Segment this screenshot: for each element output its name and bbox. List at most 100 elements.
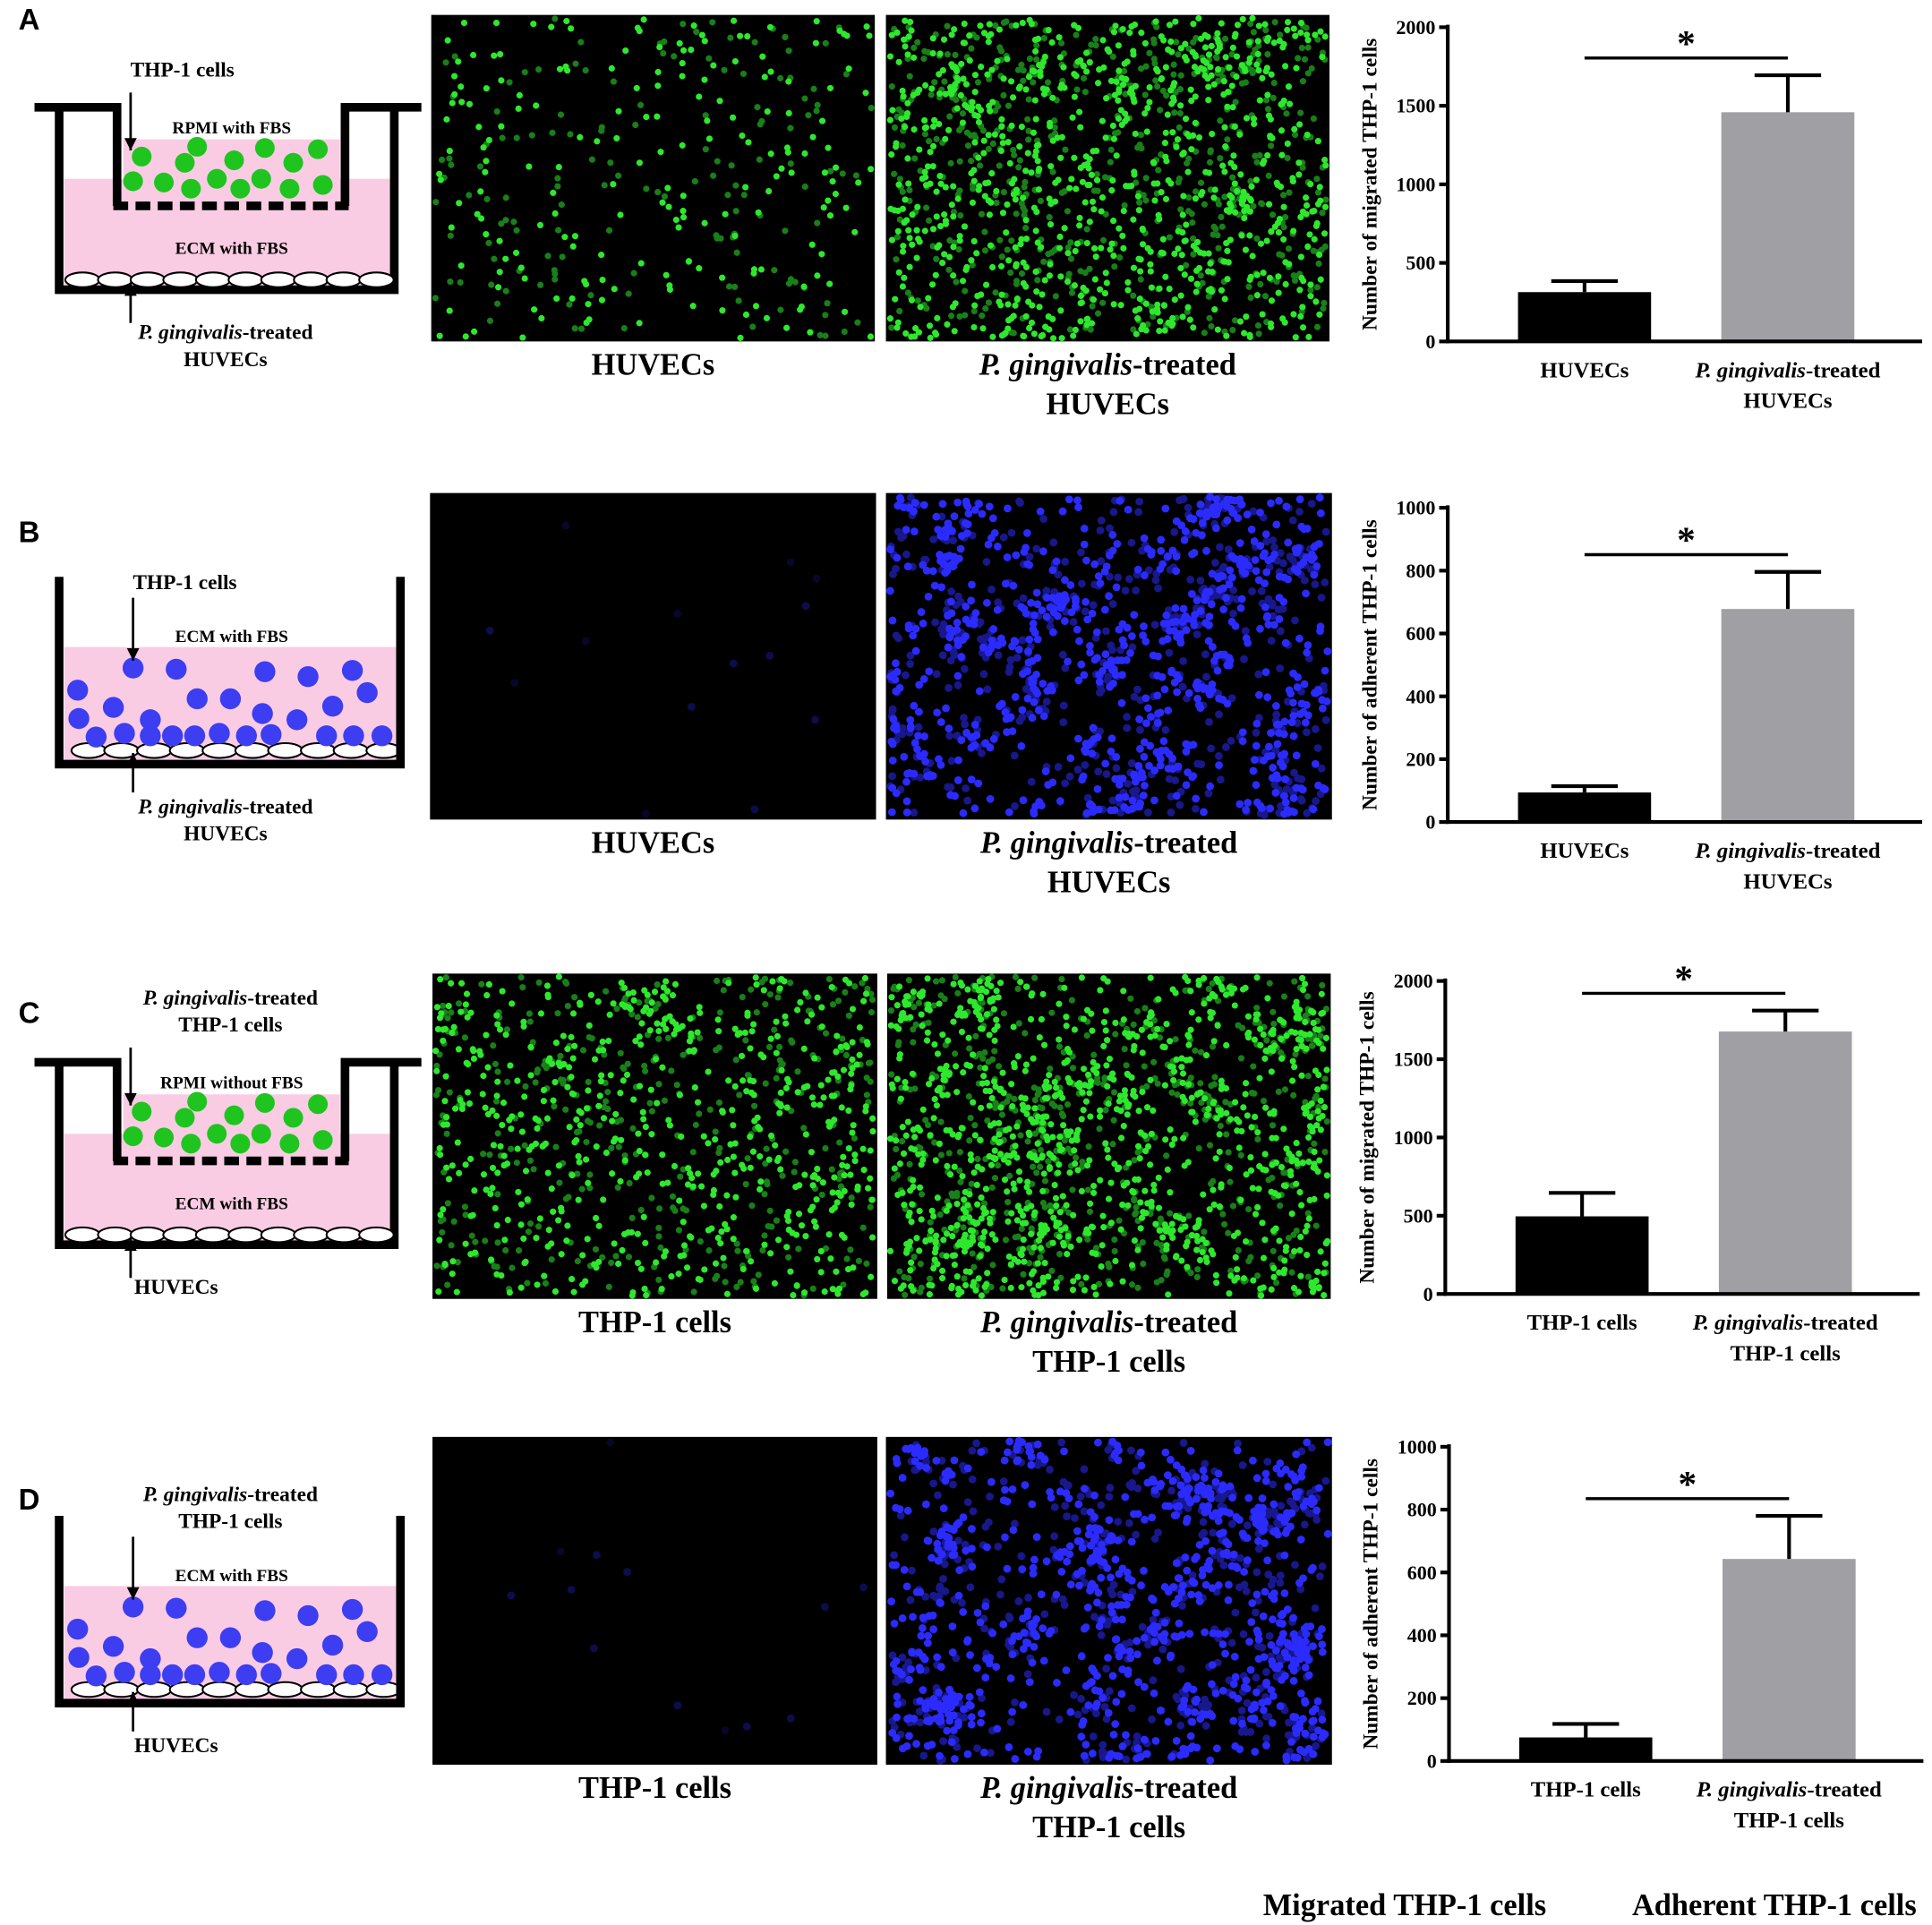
text-run: THP-1 cells (1531, 1778, 1641, 1802)
text-run: HUVECs (592, 348, 715, 382)
text-run: P. gingivalis (142, 987, 247, 1010)
endothelial-cell (293, 271, 329, 288)
endothelial-cell (227, 1226, 264, 1244)
cell-dots (886, 1436, 1332, 1765)
cell (316, 725, 338, 747)
cell (102, 1636, 124, 1657)
cell-dots (432, 974, 876, 1299)
micrograph (431, 14, 876, 342)
text-run: -treated (1133, 1771, 1237, 1805)
cell (251, 168, 271, 189)
diagram-label: HUVECs (184, 348, 268, 372)
bar (1721, 112, 1855, 342)
cell (175, 152, 195, 173)
cell-dots (888, 1438, 1330, 1765)
cell (235, 1664, 257, 1686)
image-caption: P. gingivalis-treated (979, 1305, 1237, 1339)
insert-medium (123, 139, 340, 204)
cell (286, 709, 308, 731)
cell (102, 697, 124, 718)
cell (279, 178, 300, 199)
text-run: P. gingivalis (979, 1771, 1133, 1805)
y-tick-label: 600 (1407, 1561, 1437, 1584)
cell (235, 725, 257, 747)
text-run: HUVECs (1540, 358, 1629, 382)
cell (181, 178, 201, 199)
endothelial-cell (201, 1681, 238, 1698)
y-tick-label: 800 (1407, 1499, 1437, 1521)
cell-dots (886, 14, 1329, 342)
cell (161, 1664, 184, 1686)
text-run: -treated (243, 321, 313, 345)
cell (321, 696, 344, 717)
significance-label: * (1674, 958, 1693, 999)
y-tick-label: 200 (1406, 748, 1435, 770)
cell (343, 1664, 364, 1686)
image-caption: THP-1 cells (578, 1771, 731, 1805)
image-caption: P. gingivalis-treated (979, 1771, 1237, 1805)
text-run: THP-1 cells (1731, 1342, 1841, 1366)
y-tick-label: 400 (1407, 1624, 1437, 1647)
endothelial-cell (129, 271, 167, 288)
significance-label: * (1677, 519, 1696, 560)
error-bar (1754, 569, 1822, 610)
x-tick-label: THP-1 cells (1734, 1809, 1844, 1833)
text-run: -treated (247, 1483, 318, 1506)
cell (209, 1662, 230, 1683)
image-caption: HUVECs (1046, 388, 1169, 422)
cell (254, 1600, 276, 1621)
cell (297, 666, 319, 688)
text-run: HUVECs (1047, 866, 1171, 900)
cell (140, 725, 161, 747)
bar (1723, 1559, 1856, 1761)
image-caption: THP-1 cells (1032, 1345, 1185, 1379)
text-run: THP-1 cells (1527, 1311, 1637, 1335)
significance-label: * (1677, 22, 1696, 64)
cell (286, 1647, 308, 1670)
endothelial-cell (64, 1226, 101, 1244)
y-tick-label: 0 (1425, 811, 1435, 834)
cell (184, 725, 206, 747)
error-bar (1548, 1191, 1616, 1217)
y-tick-label: 1500 (1394, 1048, 1433, 1071)
x-tick-label: HUVECs (1743, 389, 1832, 414)
cell (166, 658, 187, 680)
y-tick-label: 1000 (1398, 1435, 1437, 1458)
diagram-label: HUVECs (134, 1276, 218, 1299)
cell (341, 1598, 363, 1621)
cell (122, 657, 144, 679)
cell (123, 1126, 143, 1147)
cell (252, 703, 273, 724)
arrow-head (126, 753, 140, 766)
cell (312, 1130, 333, 1151)
y-tick-label: 0 (1427, 1750, 1437, 1772)
bar (1515, 1216, 1649, 1295)
cell (230, 178, 251, 199)
image-caption: THP-1 cells (1032, 1810, 1185, 1844)
cell (279, 1134, 300, 1154)
x-tick-label: HUVECs (1540, 839, 1629, 863)
y-tick-label: 500 (1404, 1204, 1433, 1227)
endothelial-cell (227, 271, 264, 288)
text-run: -treated (1133, 348, 1236, 382)
arrow-head (126, 1691, 140, 1705)
medium-label: ECM with FBS (175, 240, 288, 259)
text-run: THP-1 cells (133, 571, 236, 595)
cell (371, 725, 393, 747)
text-run: -treated (243, 795, 313, 818)
cell (308, 139, 329, 159)
endothelial-cell (234, 1681, 271, 1698)
cell (114, 1662, 135, 1683)
cell (68, 1647, 90, 1668)
cell (67, 1618, 89, 1640)
cell-dots (887, 973, 1330, 1299)
text-run: THP-1 cells (178, 1510, 282, 1534)
cell (261, 1663, 282, 1684)
y-tick-label: 2000 (1396, 16, 1435, 38)
arrow-head (124, 138, 137, 151)
text-run: -treated (1803, 1311, 1878, 1335)
x-tick-label: P. gingivalis-treated (1692, 1311, 1878, 1335)
text-run: HUVECs (184, 823, 268, 846)
cell (140, 709, 161, 731)
